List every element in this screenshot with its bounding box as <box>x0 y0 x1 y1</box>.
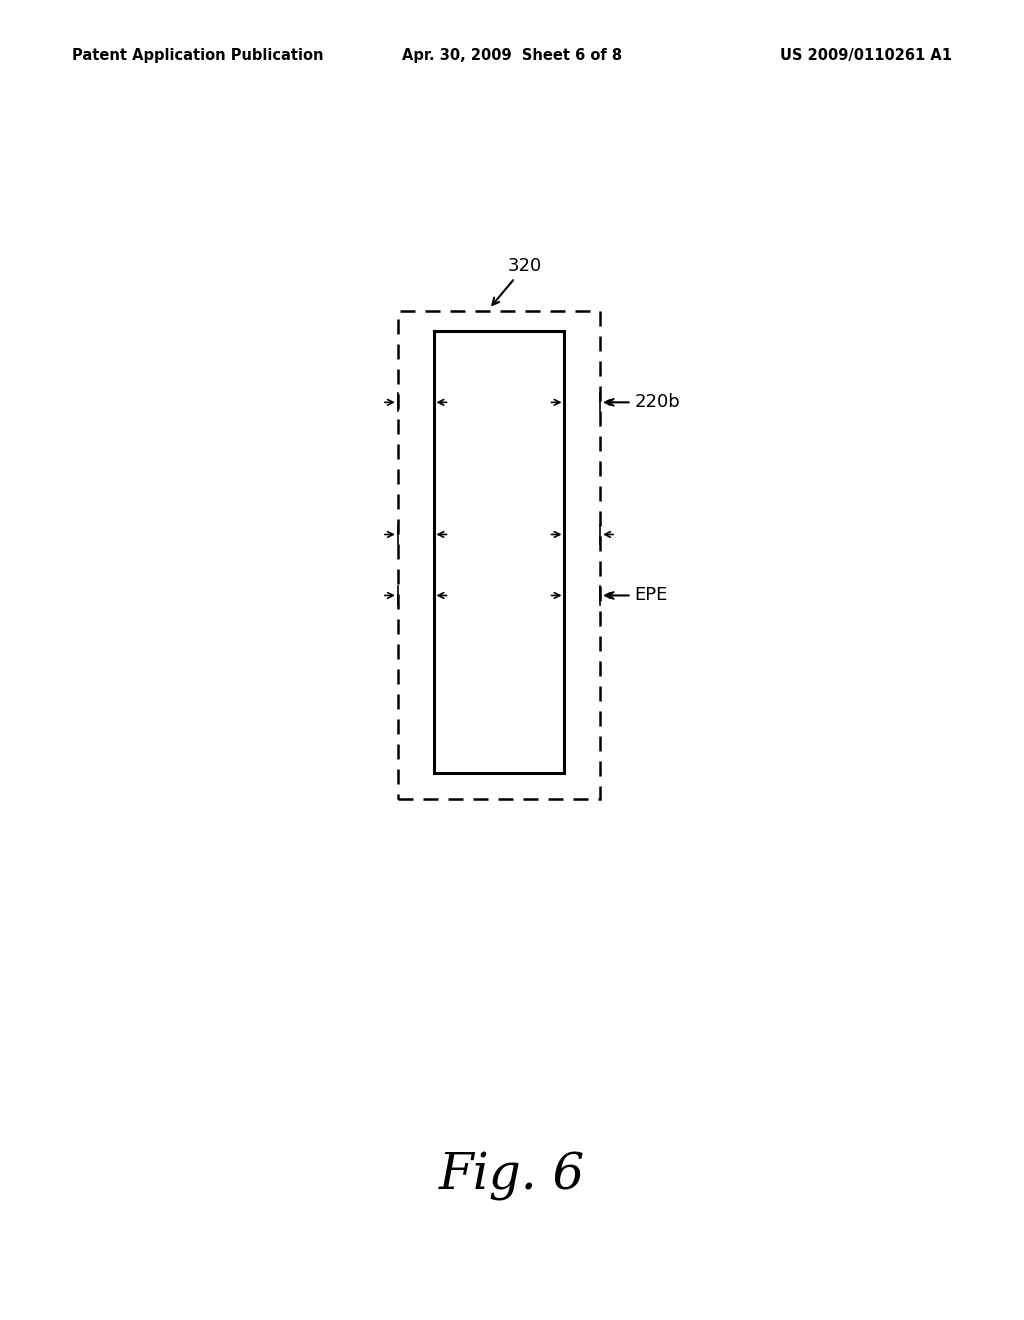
Bar <box>433 331 564 774</box>
Text: US 2009/0110261 A1: US 2009/0110261 A1 <box>780 48 952 62</box>
Text: 320: 320 <box>493 257 542 305</box>
Text: 220b: 220b <box>607 393 680 412</box>
Text: EPE: EPE <box>607 586 668 605</box>
Text: Patent Application Publication: Patent Application Publication <box>72 48 324 62</box>
Text: Fig. 6: Fig. 6 <box>439 1152 585 1201</box>
Bar <box>397 312 600 799</box>
Text: Apr. 30, 2009  Sheet 6 of 8: Apr. 30, 2009 Sheet 6 of 8 <box>402 48 622 62</box>
